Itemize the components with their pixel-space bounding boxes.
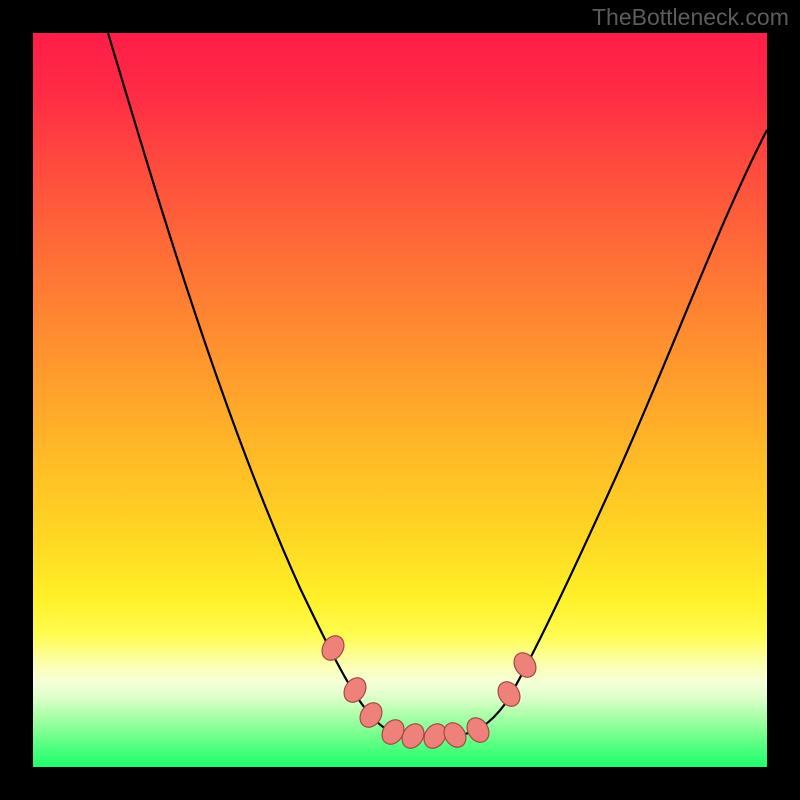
watermark-text: TheBottleneck.com bbox=[592, 4, 789, 31]
gradient-background bbox=[33, 33, 767, 767]
plot-svg bbox=[33, 33, 767, 767]
plot-area bbox=[33, 33, 767, 767]
